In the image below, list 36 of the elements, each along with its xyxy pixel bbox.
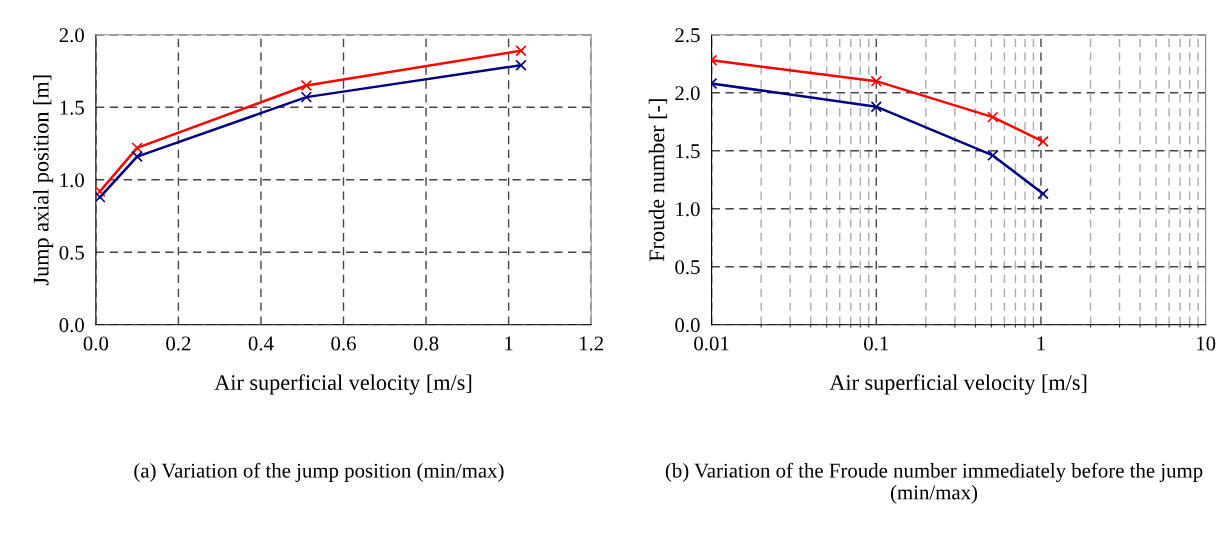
- y-tick-label: 0.0: [59, 318, 84, 333]
- x-axis-title: Air superficial velocity [m/s]: [829, 374, 1087, 395]
- y-tick-label: 1.0: [676, 202, 700, 217]
- x-tick-label: 1: [505, 336, 513, 351]
- point: [95, 185, 106, 198]
- y-tick-label: 1.0: [60, 173, 84, 188]
- point: [300, 79, 313, 92]
- point: [515, 45, 527, 57]
- y-tick-label: 0.0: [675, 318, 700, 333]
- y-tick-label: 2.0: [675, 86, 700, 101]
- x-tick-label: 0.2: [166, 336, 191, 351]
- x-axis-title: Air superficial velocity [m/s]: [214, 374, 472, 395]
- point: [95, 191, 106, 203]
- y-tick-label: 2.5: [675, 28, 700, 43]
- x-tick-label: 0.4: [248, 336, 274, 351]
- y-tick-label: 1.5: [60, 100, 84, 115]
- x-tick-label: 0.6: [331, 336, 356, 351]
- x-tick-label: 0.1: [864, 336, 889, 351]
- y-axis-title: Jump axial position [m]: [33, 75, 54, 286]
- point: [131, 150, 143, 163]
- text: (a) Variation of the jump position (min/max): [134, 462, 504, 482]
- y-tick-label: 0.5: [675, 260, 700, 275]
- y-axis-title: Froude number [-]: [648, 99, 668, 262]
- point: [131, 142, 143, 154]
- y-tick-label: 0.5: [59, 245, 84, 260]
- x-tick-label: 0.0: [83, 336, 109, 351]
- x-tick-label: 10: [1197, 336, 1216, 351]
- x-tick-label: 1.2: [579, 336, 604, 351]
- x-tick-label: 0.8: [413, 336, 439, 351]
- y-tick-label: 1.5: [676, 144, 700, 159]
- x-tick-label: 1: [1037, 336, 1045, 351]
- point: [515, 59, 527, 71]
- y-tick-label: 2.0: [59, 28, 84, 43]
- x-tick-label: 0.01: [694, 336, 729, 351]
- point: [300, 91, 313, 103]
- text: (b) Variation of the Froude number immediately before the jump (min/max): [665, 462, 1203, 504]
